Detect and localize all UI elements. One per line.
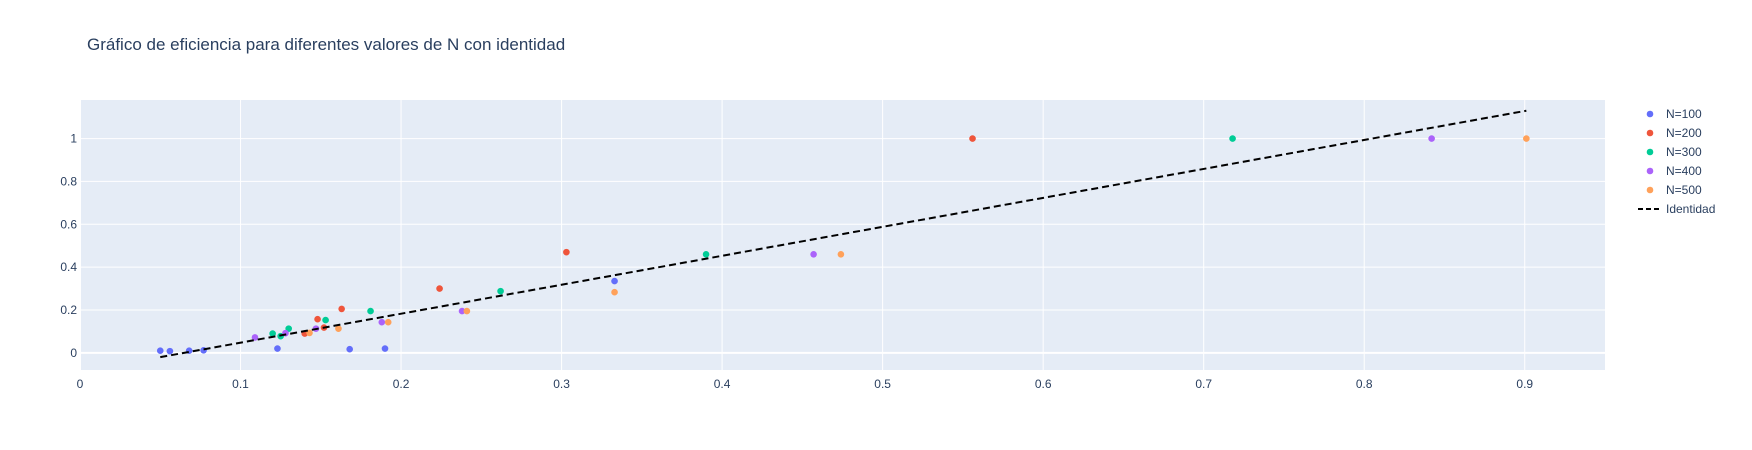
data-point[interactable] — [322, 316, 329, 324]
identity-line — [160, 109, 1527, 359]
x-tick-label: 0.6 — [1035, 377, 1052, 391]
x-tick-label: 0 — [77, 377, 84, 391]
x-tick-label: 0.1 — [232, 377, 249, 391]
series-n500 — [306, 135, 1530, 337]
x-tick-label: 0.5 — [874, 377, 891, 391]
legend[interactable]: N=100 N=200 N=300 N=400 N=500 Identidad — [1638, 107, 1715, 216]
series-n200 — [301, 135, 976, 337]
data-point[interactable] — [1523, 135, 1530, 142]
x-tick-label: 0.9 — [1516, 377, 1533, 391]
legend-label: N=400 — [1666, 164, 1702, 178]
y-tick-label: 1 — [70, 132, 77, 146]
series-n100 — [156, 277, 618, 355]
legend-item[interactable]: N=300 — [1646, 145, 1702, 159]
x-tick-label: 0.4 — [714, 377, 731, 391]
legend-item[interactable]: Identidad — [1638, 202, 1715, 216]
data-point[interactable] — [1428, 135, 1435, 142]
legend-item[interactable]: N=500 — [1646, 183, 1702, 197]
data-point[interactable] — [837, 250, 845, 258]
legend-item[interactable]: N=200 — [1646, 126, 1702, 140]
legend-marker — [1646, 110, 1654, 118]
legend-label: Identidad — [1666, 202, 1715, 216]
data-point[interactable] — [367, 307, 374, 315]
legend-label: N=100 — [1666, 107, 1702, 121]
data-point[interactable] — [378, 318, 386, 326]
legend-label: N=500 — [1666, 183, 1702, 197]
data-point[interactable] — [969, 135, 976, 142]
data-point[interactable] — [335, 325, 342, 332]
data-point[interactable] — [314, 315, 321, 323]
data-point[interactable] — [269, 330, 276, 337]
y-tick-label: 0.4 — [60, 260, 77, 274]
x-tick-label: 0.7 — [1195, 377, 1212, 391]
data-point[interactable] — [166, 347, 174, 355]
legend-marker — [1646, 186, 1654, 194]
data-point[interactable] — [458, 307, 466, 315]
y-tick-label: 0.2 — [60, 303, 77, 317]
plot-area: 0 0.1 0.2 0.3 0.4 0.5 0.6 0.7 0.8 0.9 0 0.2 0.4 0.6 0.… — [60, 100, 1605, 391]
data-point[interactable] — [346, 345, 353, 353]
data-point[interactable] — [611, 277, 618, 285]
data-point[interactable] — [497, 287, 504, 295]
x-tick-label: 0.2 — [393, 377, 410, 391]
data-point[interactable] — [563, 248, 570, 256]
legend-marker — [1646, 129, 1654, 137]
data-point[interactable] — [436, 285, 443, 292]
legend-marker — [1646, 148, 1654, 156]
data-point[interactable] — [463, 307, 471, 315]
data-point[interactable] — [156, 347, 164, 355]
data-point[interactable] — [611, 288, 618, 296]
data-point[interactable] — [338, 305, 345, 313]
data-point[interactable] — [251, 334, 259, 341]
data-point[interactable] — [274, 345, 281, 352]
data-point[interactable] — [1229, 135, 1236, 142]
y-tick-label: 0.6 — [60, 217, 77, 231]
data-point[interactable] — [702, 250, 710, 258]
legend-item[interactable]: N=400 — [1646, 164, 1702, 178]
y-tick-label: 0.8 — [60, 174, 77, 188]
y-tick-label: 0 — [70, 346, 77, 360]
legend-marker — [1646, 167, 1654, 175]
legend-item[interactable]: N=100 — [1646, 107, 1702, 121]
x-tick-label: 0.8 — [1356, 377, 1373, 391]
x-tick-label: 0.3 — [553, 377, 570, 391]
legend-label: N=200 — [1666, 126, 1702, 140]
data-point[interactable] — [810, 250, 817, 258]
data-point[interactable] — [384, 318, 392, 326]
legend-label: N=300 — [1666, 145, 1702, 159]
chart-title: Gráfico de eficiencia para diferentes va… — [87, 35, 565, 54]
data-point[interactable] — [381, 345, 389, 352]
